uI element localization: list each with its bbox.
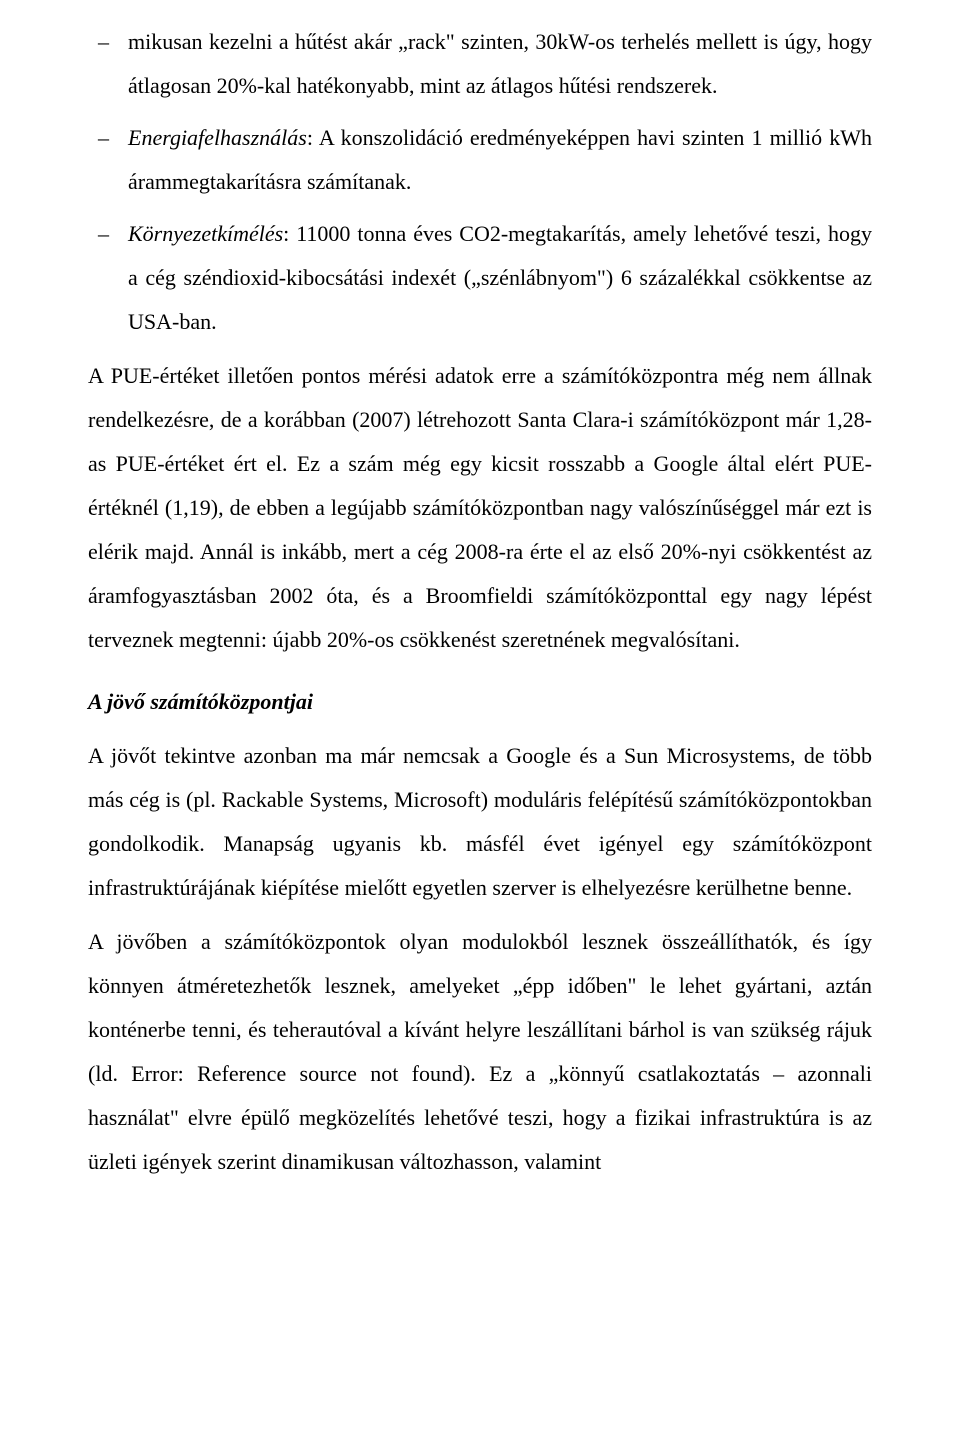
document-page: mikusan kezelni a hűtést akár „rack" szi… [0,0,960,1436]
list-item-text: mikusan kezelni a hűtést akár „rack" szi… [128,29,872,98]
paragraph-future-1: A jövőt tekintve azonban ma már nemcsak … [88,734,872,910]
list-item: mikusan kezelni a hűtést akár „rack" szi… [88,20,872,108]
list-item: Környezetkímélés: 11000 tonna éves CO2-m… [88,212,872,344]
list-item: Energiafelhasználás: A konszolidáció ere… [88,116,872,204]
list-item-em: Környezetkímélés [128,221,283,246]
subheading-future: A jövő számítóközpontjai [88,680,872,724]
list-item-em: Energiafelhasználás [128,125,307,150]
bullet-list: mikusan kezelni a hűtést akár „rack" szi… [88,20,872,344]
paragraph-pue: A PUE-értéket illetően pontos mérési ada… [88,354,872,662]
paragraph-future-2: A jövőben a számítóközpontok olyan modul… [88,920,872,1184]
